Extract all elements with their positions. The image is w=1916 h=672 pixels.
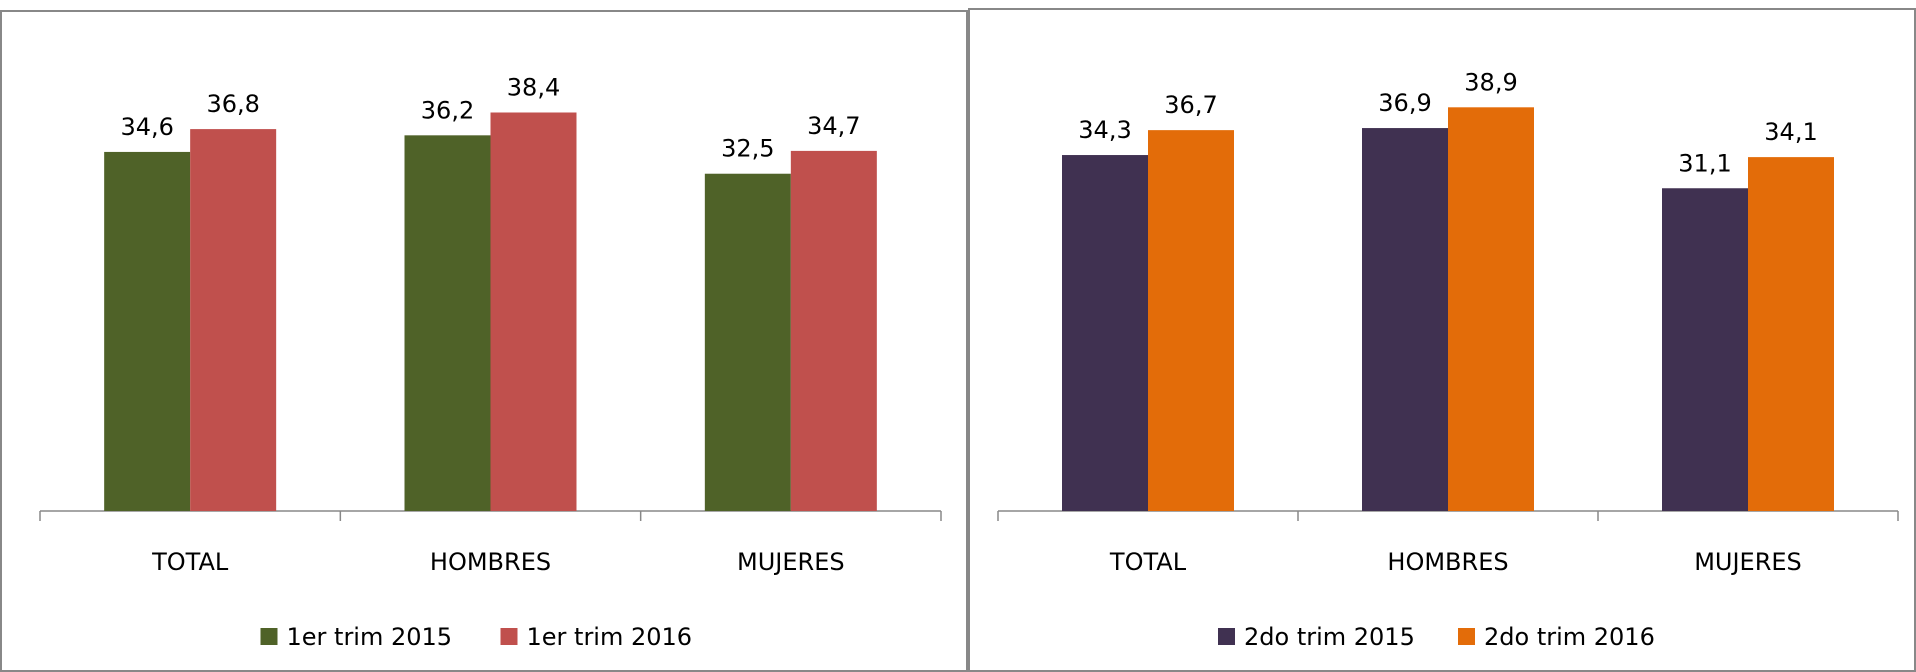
bar: [1748, 157, 1834, 511]
data-label: 31,1: [1678, 149, 1731, 177]
legend-label: 2do trim 2016: [1484, 623, 1655, 651]
chart-frame: [968, 8, 1916, 672]
data-label: 36,8: [206, 90, 259, 118]
legend-label: 2do trim 2015: [1244, 623, 1415, 651]
legend-label: 1er trim 2015: [287, 623, 453, 651]
data-label: 32,5: [721, 135, 774, 163]
data-label: 34,7: [807, 112, 860, 140]
x-tick-label: TOTAL: [1109, 548, 1187, 576]
chart-frame: [0, 10, 968, 672]
data-label: 36,7: [1164, 91, 1217, 119]
bar: [1662, 188, 1748, 512]
legend-swatch: [1458, 628, 1475, 645]
bar: [190, 129, 277, 511]
bar: [490, 112, 577, 511]
x-tick-label: MUJERES: [1694, 548, 1802, 576]
bar: [704, 173, 791, 511]
data-label: 36,9: [1378, 89, 1431, 117]
legend-swatch: [260, 628, 278, 645]
x-tick-label: HOMBRES: [1387, 548, 1508, 576]
legend-swatch: [1218, 628, 1235, 645]
x-tick-label: TOTAL: [151, 548, 229, 576]
legend-label: 1er trim 2016: [527, 623, 693, 651]
data-label: 38,9: [1464, 68, 1517, 96]
data-label: 34,6: [120, 113, 173, 141]
bar: [1448, 107, 1534, 511]
bar: [790, 150, 877, 511]
x-tick-label: MUJERES: [737, 548, 845, 576]
data-label: 38,4: [507, 73, 560, 101]
bar: [1062, 155, 1148, 511]
data-label: 34,3: [1078, 116, 1131, 144]
legend-swatch: [500, 628, 518, 645]
bar: [404, 135, 491, 511]
bar: [1148, 130, 1234, 511]
bar: [104, 151, 191, 511]
data-label: 34,1: [1764, 118, 1817, 146]
data-label: 36,2: [421, 96, 474, 124]
bar: [1362, 128, 1448, 511]
x-tick-label: HOMBRES: [430, 548, 551, 576]
